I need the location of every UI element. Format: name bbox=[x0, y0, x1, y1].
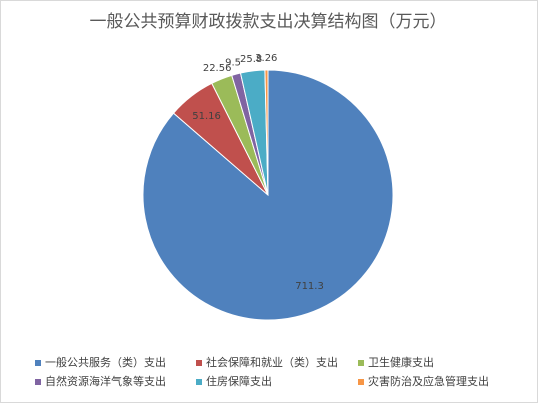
legend-label: 社会保障和就业（类）支出 bbox=[206, 355, 338, 369]
legend-label: 灾害防治及应急管理支出 bbox=[368, 374, 489, 388]
legend-label: 自然资源海洋气象等支出 bbox=[45, 374, 166, 388]
data-label: 9.5 bbox=[225, 58, 241, 69]
legend-swatch bbox=[358, 379, 364, 385]
legend-label: 卫生健康支出 bbox=[368, 355, 434, 369]
data-label: 3.26 bbox=[255, 53, 277, 64]
legend-label: 住房保障支出 bbox=[206, 374, 272, 388]
data-label: 711.3 bbox=[295, 281, 324, 292]
legend-swatch bbox=[196, 360, 202, 366]
data-label: 22.56 bbox=[203, 63, 232, 74]
data-label: 51.16 bbox=[192, 111, 221, 122]
legend-swatch bbox=[196, 379, 202, 385]
legend-swatch bbox=[358, 360, 364, 366]
pie-slice bbox=[264, 69, 269, 196]
legend-swatch bbox=[35, 360, 41, 366]
data-label: 25.8 bbox=[240, 54, 262, 65]
legend-swatch bbox=[35, 379, 41, 385]
legend-label: 一般公共服务（类）支出 bbox=[45, 355, 166, 369]
chart-title: 一般公共预算财政拨款支出决算结构图（万元） bbox=[90, 12, 447, 32]
